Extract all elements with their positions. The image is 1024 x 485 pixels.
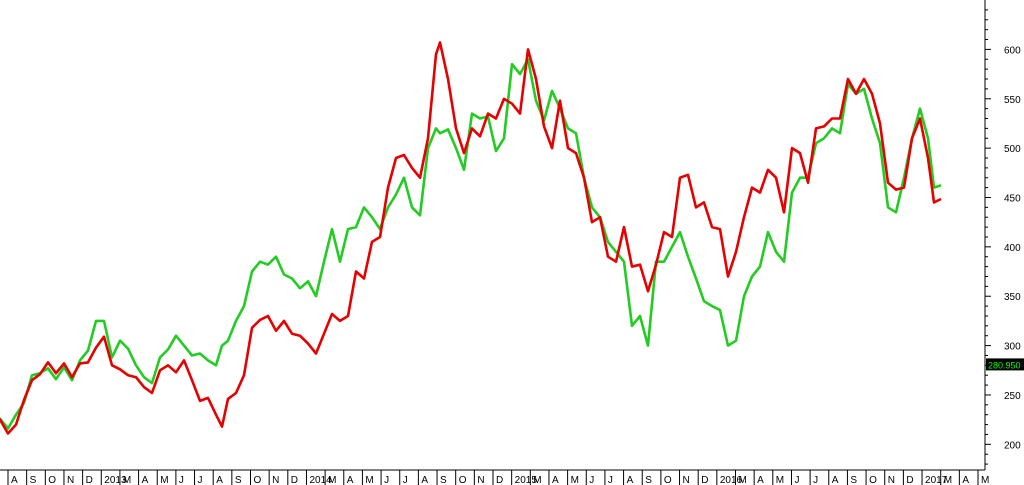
x-tick-label: D	[291, 475, 298, 485]
x-tick-label: 2013	[104, 475, 127, 485]
x-tick-label: A	[347, 475, 354, 485]
x-tick-label: J	[198, 475, 203, 485]
x-tick-label: M	[123, 475, 131, 485]
x-tick-label: O	[48, 475, 56, 485]
x-tick-label: M	[328, 475, 336, 485]
x-tick-label: 2017	[925, 475, 948, 485]
x-tick-label: J	[813, 475, 818, 485]
x-tick-label: A	[757, 475, 764, 485]
x-tick-label: N	[888, 475, 895, 485]
y-tick-label: 350	[1004, 292, 1021, 303]
x-tick-label: D	[701, 475, 708, 485]
x-tick-label: M	[739, 475, 747, 485]
x-tick-label: D	[496, 475, 503, 485]
y-tick-label: 600	[1004, 45, 1021, 56]
x-tick-label: M	[571, 475, 579, 485]
x-tick-label: 2016	[720, 475, 743, 485]
x-tick-label: S	[850, 475, 857, 485]
x-tick-label: J	[589, 475, 594, 485]
x-tick-label: D	[906, 475, 913, 485]
x-tick-label: N	[477, 475, 484, 485]
x-tick-label: N	[67, 475, 74, 485]
y-tick-label: 200	[1004, 440, 1021, 451]
x-tick-label: 2015	[515, 475, 538, 485]
x-tick-label: A	[216, 475, 223, 485]
x-tick-label: J	[384, 475, 389, 485]
x-tick-label: M	[981, 475, 989, 485]
x-tick-label: D	[86, 475, 93, 485]
y-tick-label: 250	[1004, 391, 1021, 402]
x-tick-label: J	[608, 475, 613, 485]
series-line-red	[0, 41, 942, 435]
x-tick-label: A	[832, 475, 839, 485]
x-tick-label: S	[30, 475, 37, 485]
x-tick-label: M	[365, 475, 373, 485]
x-tick-label: S	[645, 475, 652, 485]
y-tick-label: 300	[1004, 342, 1021, 353]
x-tick-label: M	[944, 475, 952, 485]
x-tick-label: A	[962, 475, 969, 485]
x-tick-label: A	[11, 475, 18, 485]
x-tick-label: J	[403, 475, 408, 485]
y-tick-label: 450	[1004, 193, 1021, 204]
x-tick-label: N	[272, 475, 279, 485]
x-tick-label: M	[776, 475, 784, 485]
x-tick-label: A	[552, 475, 559, 485]
x-tick-label: O	[254, 475, 262, 485]
series-layer	[0, 41, 942, 435]
x-tick-label: N	[683, 475, 690, 485]
x-tick-label: M	[533, 475, 541, 485]
x-tick-label: O	[459, 475, 467, 485]
x-tick-label: O	[664, 475, 672, 485]
x-tick-label: A	[421, 475, 428, 485]
x-tick-label: A	[627, 475, 634, 485]
last-price-marker	[986, 358, 1024, 371]
y-tick-label: 400	[1004, 243, 1021, 254]
x-tick-label: A	[142, 475, 149, 485]
y-tick-label: 550	[1004, 95, 1021, 106]
x-tick-label: O	[869, 475, 877, 485]
x-tick-label: S	[440, 475, 447, 485]
x-tick-label: J	[794, 475, 799, 485]
x-tick-label: J	[179, 475, 184, 485]
y-tick-label: 500	[1004, 144, 1021, 155]
x-tick-label: 2014	[309, 475, 332, 485]
x-tick-label: M	[160, 475, 168, 485]
last-price-label: 280.950	[988, 360, 1021, 370]
x-tick-label: S	[235, 475, 242, 485]
